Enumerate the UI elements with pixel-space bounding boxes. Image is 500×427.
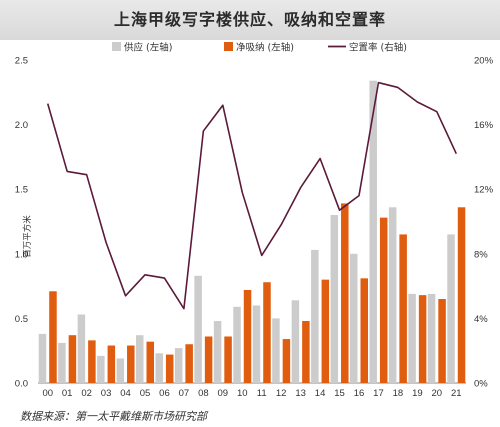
supply-bar	[369, 80, 377, 383]
y-axis-title: 百万平方米	[22, 215, 33, 258]
supply-bar	[427, 293, 436, 383]
absorption-bar	[243, 289, 252, 383]
supply-bar	[350, 253, 358, 383]
x-tick-label: 04	[120, 388, 131, 399]
x-tick-label: 13	[295, 388, 306, 399]
x-tick-label: 05	[140, 388, 151, 399]
absorption-bar	[341, 203, 349, 383]
absorption-bar	[107, 345, 116, 383]
absorption-bar	[224, 336, 232, 383]
supply-bar	[77, 314, 86, 383]
x-tick-label: 08	[198, 388, 209, 399]
x-tick-label: 06	[159, 388, 170, 399]
x-tick-label: 18	[393, 388, 404, 399]
x-tick-label: 14	[315, 388, 326, 399]
absorption-bar	[185, 344, 193, 383]
absorption-bar	[263, 282, 271, 383]
y-tick-label: 1.0	[15, 249, 28, 260]
absorption-bar	[457, 207, 466, 383]
supply-bar	[330, 215, 339, 383]
x-tick-label: 00	[42, 388, 53, 399]
x-tick-label: 15	[334, 388, 345, 399]
absorption-bar	[88, 340, 96, 383]
supply-bar	[291, 300, 300, 383]
x-tick-label: 02	[81, 388, 92, 399]
supply-bar	[447, 234, 455, 383]
y2-tick-label: 16%	[474, 120, 494, 131]
absorption-bar	[379, 217, 388, 383]
absorption-bar	[321, 279, 330, 383]
x-tick-label: 20	[432, 388, 443, 399]
supply-bar	[97, 355, 105, 383]
x-tick-label: 07	[179, 388, 190, 399]
x-tick-label: 10	[237, 388, 248, 399]
absorption-bar	[438, 299, 446, 383]
title-band	[0, 0, 500, 40]
supply-bar	[58, 342, 66, 383]
y-tick-label: 2.5	[15, 56, 28, 67]
supply-bar	[213, 320, 222, 383]
y-tick-label: 0.5	[15, 314, 28, 325]
x-tick-label: 03	[101, 388, 112, 399]
vacancy-line	[46, 81, 457, 310]
supply-bar	[388, 207, 397, 383]
legend-vacancy-label: 空置率 (右轴)	[349, 42, 407, 54]
absorption-bar	[302, 320, 310, 383]
legend-absorption-label: 净吸纳 (左轴)	[236, 42, 294, 54]
y-tick-label: 2.0	[15, 120, 28, 131]
absorption-bar	[68, 335, 77, 383]
absorption-bar	[127, 345, 135, 383]
legend-absorption-swatch	[224, 42, 233, 51]
x-tick-label: 16	[354, 388, 365, 399]
source-note: 数据来源：第一太平戴维斯市场研究部	[20, 410, 207, 423]
absorption-bar	[282, 339, 291, 383]
legend-supply-label: 供应 (左轴)	[124, 42, 172, 54]
absorption-bar	[165, 354, 174, 383]
y-tick-label: 0.0	[15, 379, 28, 390]
y2-tick-label: 8%	[474, 249, 488, 260]
x-tick-label: 01	[62, 388, 73, 399]
supply-bar	[38, 333, 47, 383]
supply-bar	[252, 305, 261, 383]
supply-bar	[116, 358, 125, 383]
y2-tick-label: 12%	[474, 185, 494, 196]
y2-tick-label: 0%	[474, 379, 488, 390]
y-tick-label: 1.5	[15, 185, 28, 196]
supply-bar	[194, 275, 202, 383]
absorption-bar	[49, 291, 57, 383]
supply-bar	[311, 249, 319, 383]
x-tick-label: 21	[451, 388, 462, 399]
legend-supply-swatch	[112, 42, 121, 51]
supply-bar	[408, 293, 416, 383]
supply-bar	[155, 353, 163, 383]
supply-bar	[233, 306, 241, 383]
absorption-bar	[204, 336, 213, 383]
supply-bar	[272, 318, 280, 383]
absorption-bar	[360, 278, 368, 383]
absorption-bar	[146, 341, 154, 383]
supply-bar	[174, 348, 183, 383]
x-tick-label: 09	[218, 388, 229, 399]
supply-bar	[136, 335, 144, 383]
y2-tick-label: 4%	[474, 314, 488, 325]
y2-tick-label: 20%	[474, 56, 494, 67]
chart-title: 上海甲级写字楼供应、吸纳和空置率	[113, 10, 386, 29]
absorption-bar	[399, 234, 407, 383]
x-tick-label: 11	[257, 388, 267, 399]
absorption-bar	[418, 295, 427, 383]
x-tick-label: 12	[276, 388, 287, 399]
x-tick-label: 17	[373, 388, 384, 399]
x-tick-label: 19	[412, 388, 423, 399]
